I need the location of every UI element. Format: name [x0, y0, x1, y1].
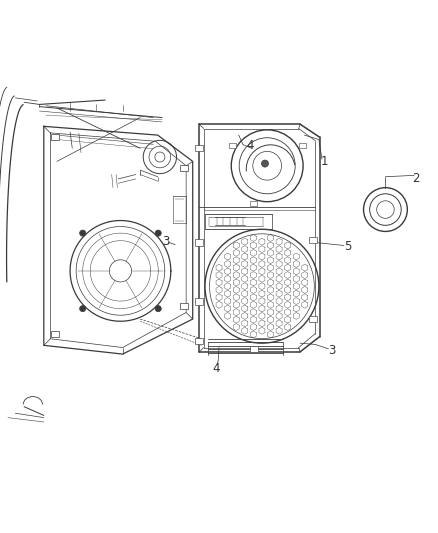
Bar — [195, 338, 203, 344]
Bar — [195, 239, 203, 246]
Text: 1: 1 — [320, 155, 328, 168]
Text: 4: 4 — [212, 361, 220, 375]
Text: 5: 5 — [344, 240, 351, 253]
Circle shape — [80, 230, 86, 236]
Circle shape — [261, 160, 268, 167]
Bar — [195, 298, 203, 305]
Bar — [51, 332, 59, 337]
Text: 2: 2 — [412, 172, 420, 185]
Text: 3: 3 — [328, 344, 336, 357]
Circle shape — [155, 305, 161, 312]
Circle shape — [80, 305, 86, 312]
Circle shape — [155, 230, 161, 236]
Bar — [195, 145, 203, 151]
Bar — [309, 316, 317, 322]
Bar — [229, 143, 236, 148]
Bar — [51, 134, 59, 140]
Text: 4: 4 — [247, 139, 254, 152]
Bar — [250, 201, 257, 206]
Bar — [309, 237, 317, 244]
Bar — [180, 303, 188, 309]
Bar — [250, 346, 258, 352]
Text: 3: 3 — [162, 235, 169, 248]
Bar — [299, 143, 306, 148]
Bar — [180, 165, 188, 171]
